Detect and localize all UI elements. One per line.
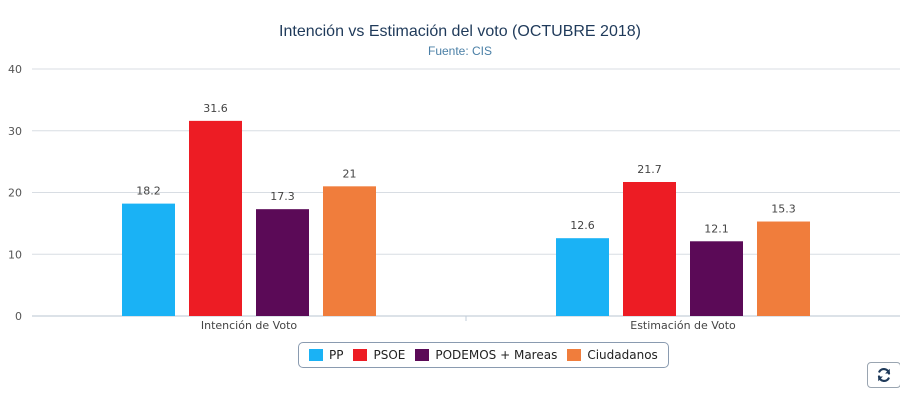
data-label: 17.3 (270, 190, 295, 203)
refresh-icon (877, 367, 891, 383)
legend-item[interactable]: Ciudadanos (567, 348, 658, 362)
legend-swatch (415, 349, 430, 361)
data-label: 12.6 (570, 219, 595, 232)
legend-label: PSOE (373, 348, 406, 362)
bars (122, 120, 810, 317)
bar[interactable] (323, 186, 376, 316)
data-label: 15.3 (771, 203, 796, 216)
bar[interactable] (623, 182, 676, 316)
legend-swatch (309, 349, 323, 361)
legend-label: PP (329, 348, 344, 362)
bar[interactable] (122, 203, 175, 316)
x-axis: Intención de Voto Estimación de Voto (201, 316, 736, 332)
bar[interactable] (189, 120, 242, 317)
legend: PP PSOE PODEMOS + Mareas Ciudadanos (298, 342, 669, 368)
bar[interactable] (690, 241, 743, 316)
data-labels: 18.2 31.6 17.3 21 12.6 21.7 12.1 15.3 (136, 102, 796, 235)
data-label: 18.2 (136, 185, 161, 198)
y-tick-label: 10 (8, 248, 22, 261)
data-label: 12.1 (704, 222, 729, 235)
category-label: Estimación de Voto (630, 319, 736, 332)
legend-label: PODEMOS + Mareas (435, 348, 558, 362)
legend-item[interactable]: PODEMOS + Mareas (415, 348, 557, 362)
legend-label: Ciudadanos (587, 348, 658, 362)
y-tick-label: 0 (15, 310, 22, 323)
legend-swatch (567, 349, 582, 361)
bar[interactable] (757, 221, 810, 316)
data-label: 31.6 (203, 102, 228, 115)
y-tick-label: 20 (8, 187, 22, 200)
chart-subtitle: Fuente: CIS (428, 44, 492, 58)
legend-item[interactable]: PSOE (353, 348, 405, 362)
gridlines (32, 68, 900, 317)
legend-swatch (353, 349, 368, 361)
chart-title: Intención vs Estimación del voto (OCTUBR… (279, 23, 641, 40)
data-label: 21.7 (637, 163, 662, 176)
refresh-button[interactable] (867, 362, 900, 388)
y-tick-label: 40 (8, 63, 22, 76)
data-label: 21 (343, 167, 357, 180)
category-label: Intención de Voto (201, 319, 298, 332)
bar[interactable] (256, 209, 309, 316)
bar[interactable] (556, 238, 609, 316)
legend-item[interactable]: PP (309, 348, 343, 362)
y-tick-label: 30 (8, 125, 22, 138)
y-axis: 0 10 20 30 40 (8, 63, 22, 323)
bar-chart: Intención vs Estimación del voto (OCTUBR… (8, 23, 900, 332)
